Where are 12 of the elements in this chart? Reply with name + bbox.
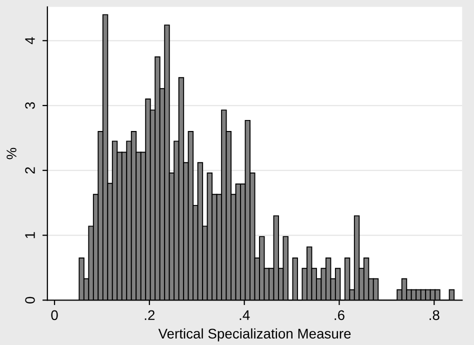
x-tick-label: 0 — [51, 310, 58, 320]
x-tick-label: .4 — [240, 310, 250, 320]
y-axis-title: % — [6, 148, 16, 160]
x-tick-label: .2 — [144, 310, 155, 320]
x-axis-title: Vertical Specialization Measure — [158, 328, 351, 342]
y-tick-label: 2 — [25, 167, 35, 174]
y-tick-label: 4 — [25, 37, 35, 44]
y-tick-label: 3 — [25, 102, 35, 109]
x-tick-label: .6 — [334, 310, 344, 320]
y-tick-label: 1 — [25, 232, 35, 238]
y-tick-label: 0 — [25, 296, 35, 304]
x-tick-label: .8 — [430, 310, 440, 320]
